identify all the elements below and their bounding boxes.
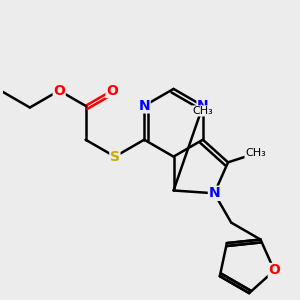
Text: N: N bbox=[138, 99, 150, 113]
Text: CH₃: CH₃ bbox=[245, 148, 266, 158]
Text: N: N bbox=[208, 186, 220, 200]
Text: O: O bbox=[106, 84, 118, 98]
Text: CH₃: CH₃ bbox=[193, 106, 213, 116]
Text: N: N bbox=[197, 99, 209, 113]
Text: O: O bbox=[268, 263, 280, 278]
Text: O: O bbox=[53, 84, 65, 98]
Text: S: S bbox=[110, 150, 120, 164]
